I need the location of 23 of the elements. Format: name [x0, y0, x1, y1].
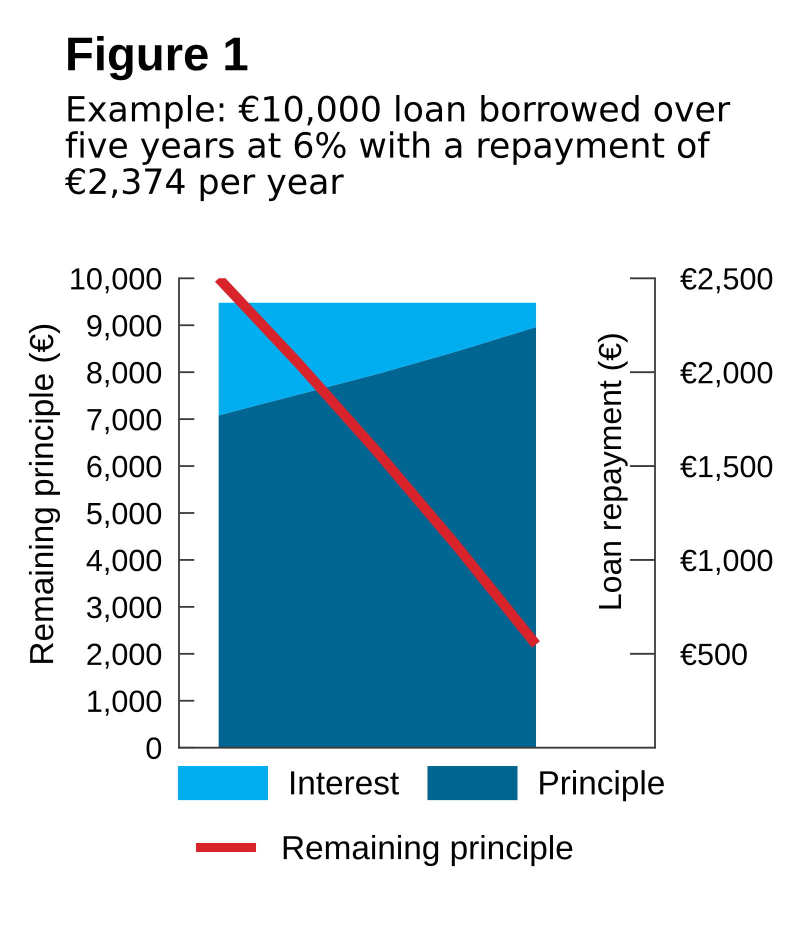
chart-title: Figure 1	[68, 36, 248, 80]
legend-label: Interest	[291, 771, 399, 795]
y-tick-label: 0	[146, 737, 162, 760]
legend-label: Remaining principle	[284, 835, 572, 866]
y2-tick-label: €2,500	[680, 268, 772, 294]
y2-tick-label: €1,500	[680, 456, 772, 482]
y-tick-label: 4,000	[86, 550, 162, 575]
y2-tick-label: €1,000	[680, 550, 772, 575]
y2-axis-title: Loan repayment (€)	[598, 334, 628, 608]
y-tick-label: 5,000	[87, 502, 162, 528]
y-tick-label: 10,000	[71, 268, 162, 294]
y-tick-label: 7,000	[87, 408, 162, 434]
y-tick-label: 2,000	[87, 644, 162, 669]
legend-label: Principle	[540, 770, 664, 802]
y-tick-label: 1,000	[88, 690, 162, 716]
chart-subtitle: Example: €10,000 loan borrowed over five years at 6% with a repayment of €2,374 per year	[65, 95, 730, 202]
y-tick-label: 9,000	[87, 314, 162, 340]
y-tick-label: 3,000	[87, 596, 162, 622]
y-tick-label: 6,000	[87, 456, 162, 482]
y-tick-label: 8,000	[87, 362, 162, 388]
y-axis-title: Remaining principle (€)	[28, 324, 60, 663]
y2-tick-label: €2,000	[680, 362, 772, 388]
y2-tick-label: €500	[680, 644, 747, 666]
